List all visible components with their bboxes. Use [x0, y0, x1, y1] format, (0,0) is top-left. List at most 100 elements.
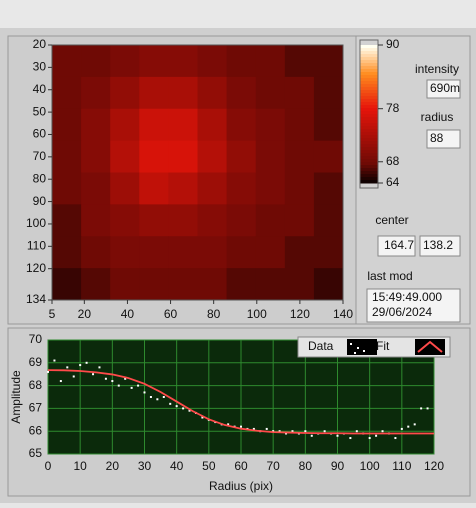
- legend-dot: [363, 350, 365, 352]
- heat-cell: [139, 45, 169, 78]
- color-tick-label: 68: [386, 154, 400, 168]
- heat-cell: [197, 45, 228, 78]
- indicator-value: 88: [430, 131, 444, 145]
- color-tick-label: 78: [386, 101, 400, 115]
- x-tick-label: 60: [164, 307, 178, 321]
- x-tick-label: 100: [247, 307, 267, 321]
- heat-cell: [81, 140, 111, 173]
- data-point: [98, 366, 101, 369]
- data-point: [188, 409, 191, 412]
- color-ramp-band: [360, 111, 378, 115]
- heat-cell: [197, 76, 228, 110]
- color-ramp-band: [360, 81, 378, 85]
- color-ramp-band: [360, 117, 378, 121]
- x-tick-label: 110: [392, 459, 411, 473]
- heat-cell: [313, 204, 344, 237]
- data-point: [240, 425, 242, 428]
- y-tick-label: 65: [29, 446, 43, 460]
- data-point: [227, 423, 230, 426]
- x-tick-label: 140: [333, 307, 353, 321]
- color-ramp-band: [360, 156, 378, 160]
- heat-cell: [255, 76, 286, 110]
- data-point: [252, 427, 255, 430]
- color-ramp-band: [360, 144, 378, 148]
- y-tick-label: 69: [29, 355, 43, 369]
- data-point: [130, 386, 133, 389]
- y-tick-label: 100: [26, 216, 46, 230]
- heat-cell: [313, 76, 344, 110]
- x-tick-label: 0: [45, 459, 52, 473]
- x-tick-label: 50: [202, 459, 216, 473]
- data-point: [201, 416, 204, 419]
- heat-cell: [255, 204, 286, 237]
- heat-cell: [81, 108, 111, 142]
- data-point: [278, 430, 281, 433]
- y-tick-label: 67: [29, 401, 43, 415]
- y-tick-label: 70: [29, 332, 43, 346]
- color-ramp-band: [360, 120, 378, 124]
- data-point: [156, 398, 159, 401]
- x-tick-label: 10: [73, 459, 87, 473]
- color-ramp-band: [360, 105, 378, 109]
- heat-cell: [226, 204, 257, 237]
- heat-cell: [168, 45, 198, 78]
- color-ramp-band: [360, 135, 378, 139]
- heat-cell: [139, 236, 169, 269]
- indicator-value: 138.2: [423, 238, 453, 252]
- heat-cell: [226, 236, 257, 269]
- color-ramp-band: [360, 141, 378, 145]
- y-tick-label: 60: [33, 127, 47, 141]
- color-ramp-band: [360, 162, 378, 166]
- heat-cell: [197, 108, 228, 142]
- heat-cell: [197, 204, 228, 237]
- x-tick-label: 20: [106, 459, 120, 473]
- color-ramp-band: [360, 153, 378, 157]
- data-point: [85, 361, 88, 364]
- color-ramp-band: [360, 147, 378, 151]
- data-point: [426, 407, 429, 410]
- color-ramp-band: [360, 123, 378, 127]
- color-ramp-band: [360, 108, 378, 112]
- line-plot: 65 66 67 68 69 70 0 10 20 30 40 50 60 70 80 90 100 110 120…: [9, 332, 451, 493]
- color-ramp-band: [360, 78, 378, 82]
- heat-cell: [226, 268, 257, 301]
- data-point: [137, 384, 140, 387]
- heat-cell: [81, 268, 111, 301]
- legend-swatch: [347, 339, 377, 355]
- heat-cell: [284, 172, 315, 205]
- heat-cell: [168, 236, 198, 269]
- x-axis-label: Radius (pix): [209, 479, 273, 493]
- data-point: [349, 437, 352, 440]
- heat-cell: [197, 236, 228, 269]
- heat-cell: [197, 140, 228, 173]
- heat-cell: [197, 172, 228, 205]
- indicator-value: 164.7: [384, 238, 414, 252]
- heat-cell: [313, 236, 344, 269]
- data-point: [310, 434, 313, 437]
- fit-line: [47, 369, 434, 435]
- x-tick-label: 120: [424, 459, 444, 473]
- heat-cell: [52, 45, 82, 78]
- heat-cell: [313, 108, 344, 142]
- heat-cell: [110, 172, 140, 205]
- y-tick-label: 68: [29, 378, 43, 392]
- x-tick-label: 80: [207, 307, 221, 321]
- data-point: [143, 391, 146, 394]
- data-point: [124, 377, 127, 380]
- color-ramp-band: [360, 84, 378, 88]
- heat-cell: [81, 236, 111, 269]
- data-point: [336, 434, 339, 437]
- heat-cell: [284, 140, 315, 173]
- color-ramp-band: [360, 45, 378, 49]
- indicator: [426, 79, 461, 99]
- data-point: [400, 427, 403, 430]
- data-point: [47, 370, 49, 373]
- x-tick-label: 90: [331, 459, 345, 473]
- color-ramp-band: [360, 69, 378, 73]
- indicator-value: 29/06/2024: [372, 305, 432, 319]
- color-ramp-band: [360, 132, 378, 136]
- legend-dot: [354, 352, 356, 354]
- legend-line: [417, 340, 443, 353]
- data-point: [394, 437, 397, 440]
